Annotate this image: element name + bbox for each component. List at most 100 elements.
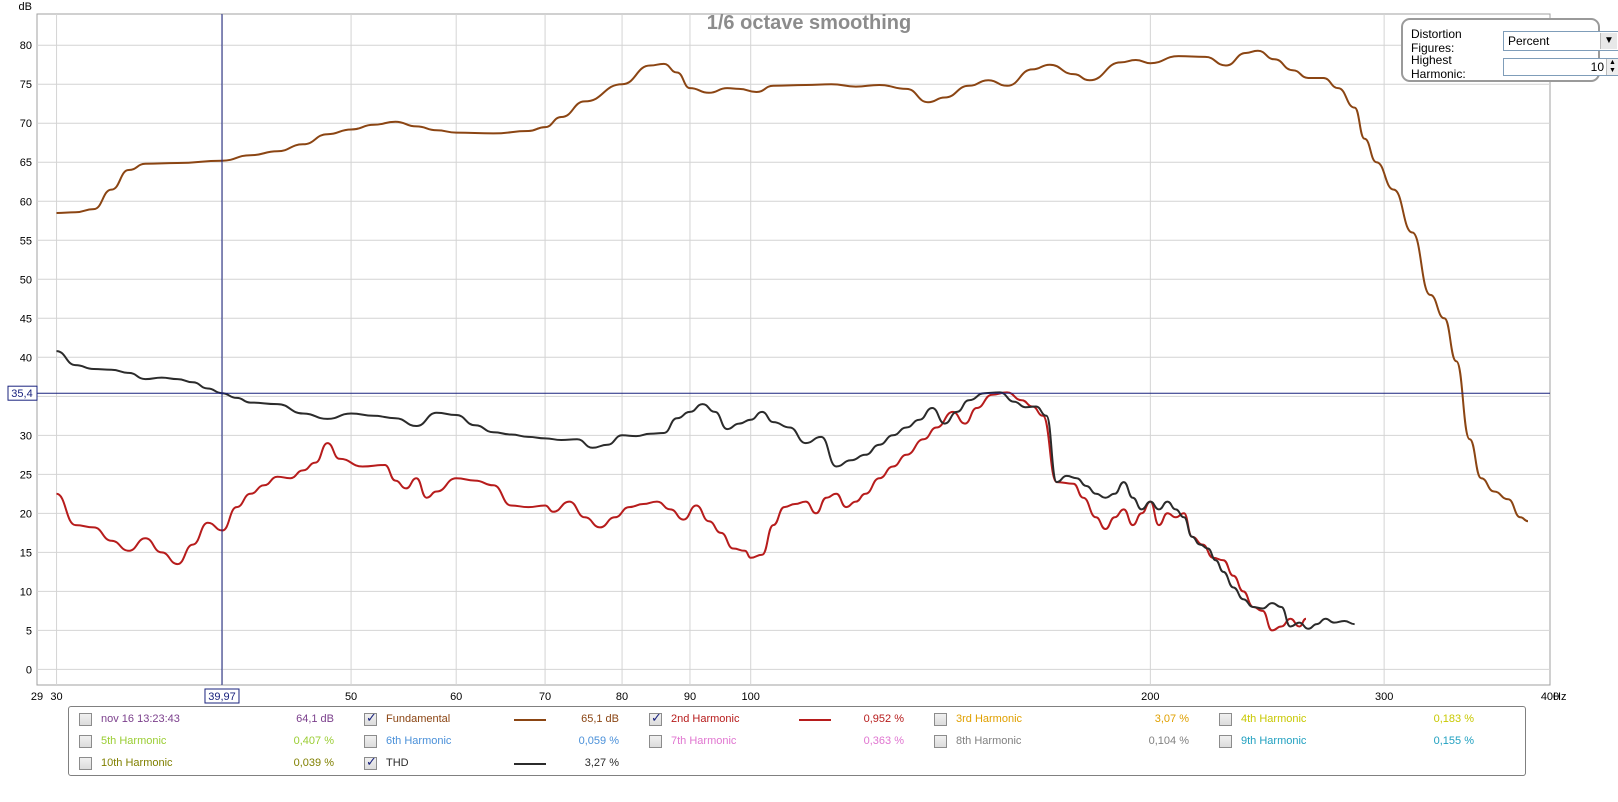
legend-line-swatch (514, 763, 546, 765)
x-tick-label: 30 (50, 691, 62, 703)
chart-grid (36, 13, 1551, 686)
y-tick-label: 70 (20, 118, 32, 130)
distortion-figures-select[interactable]: Percent ▼ (1503, 31, 1618, 51)
legend-name: 5th Harmonic (101, 735, 167, 747)
highest-harmonic-value: 10 (1590, 60, 1604, 74)
legend-name: 7th Harmonic (671, 735, 737, 747)
highest-harmonic-row: Highest Harmonic: 10 ▲ ▼ (1411, 53, 1618, 81)
legend-cursor-time[interactable]: nov 16 13:23:43 (79, 709, 180, 729)
cursor-x-label: 39,97 (208, 691, 236, 703)
distortion-figures-label: Distortion Figures: (1411, 27, 1462, 55)
legend-value: 0,183 % (1433, 713, 1474, 725)
x-tick-label: 100 (742, 691, 760, 703)
chart-series (56, 49, 1529, 632)
legend-line-swatch (799, 719, 831, 721)
series-thd (56, 350, 1355, 630)
legend-value: 65,1 dB (581, 713, 619, 725)
legend-checkbox[interactable] (364, 754, 377, 770)
legend-value: 3,27 % (584, 757, 619, 769)
cursor-y-label: 35,4 (11, 388, 32, 400)
legend-line-swatch (514, 719, 546, 721)
x-tick-label: 50 (345, 691, 357, 703)
plot-frame (36, 13, 1551, 686)
distortion-figures-value: Percent (1508, 34, 1550, 48)
legend-panel: nov 16 13:23:43 64,1 dB Fundamental 65,1 dB… (68, 706, 1526, 776)
legend-item-thd[interactable]: THD (364, 753, 409, 773)
legend-item-9th-harmonic[interactable]: 9th Harmonic (1219, 731, 1306, 751)
y-tick-label: 45 (20, 313, 32, 325)
legend-item-4th-harmonic[interactable]: 4th Harmonic (1219, 709, 1306, 729)
y-tick-label: 10 (20, 586, 32, 598)
y-tick-label: 80 (20, 40, 32, 52)
spinner-arrows-icon[interactable]: ▲ ▼ (1606, 59, 1618, 75)
chart-title: 1/6 octave smoothing (706, 12, 912, 34)
y-tick-label: 0 (26, 664, 32, 676)
y-tick-label: 40 (20, 352, 32, 364)
chevron-down-icon[interactable]: ▼ (1600, 33, 1617, 49)
legend-item-8th-harmonic[interactable]: 8th Harmonic (934, 731, 1021, 751)
y-axis-unit: dB (19, 1, 32, 13)
legend-checkbox[interactable] (934, 712, 947, 726)
legend-checkbox[interactable] (649, 710, 662, 726)
cursor-y-box (7, 385, 38, 401)
legend-item-5th-harmonic[interactable]: 5th Harmonic (79, 731, 166, 751)
y-tick-label: 30 (20, 430, 32, 442)
legend-name: 9th Harmonic (1241, 735, 1307, 747)
x-tick-label: 300 (1375, 691, 1393, 703)
y-tick-label: 75 (20, 79, 32, 91)
legend-value: 0,104 % (1148, 735, 1189, 747)
y-tick-label: 60 (20, 196, 32, 208)
cursor-x-box (204, 688, 240, 704)
highest-harmonic-label: Highest Harmonic: (1411, 53, 1466, 81)
x-tick-label: 90 (684, 691, 696, 703)
y-tick-label: 55 (20, 235, 32, 247)
legend-value: 0,952 % (863, 713, 904, 725)
x-axis-unit: Hz (1553, 691, 1566, 703)
legend-value: 3,07 % (1154, 713, 1189, 725)
x-tick-label: 80 (616, 691, 628, 703)
legend-value: 0,059 % (578, 735, 619, 747)
legend-checkbox[interactable] (934, 734, 947, 748)
legend-item-2nd-harmonic[interactable]: 2nd Harmonic (649, 709, 739, 729)
distortion-figures-row: Distortion Figures: Percent ▼ (1411, 27, 1618, 55)
legend-name: 6th Harmonic (386, 735, 452, 747)
legend-name: 8th Harmonic (956, 735, 1022, 747)
legend-checkbox[interactable] (79, 734, 92, 748)
y-tick-label: 20 (20, 508, 32, 520)
legend-checkbox[interactable] (1219, 734, 1232, 748)
y-tick-label: 15 (20, 547, 32, 559)
highest-harmonic-spinner[interactable]: 10 ▲ ▼ (1503, 58, 1618, 76)
distortion-controls: Distortion Figures: Percent ▼ Highest Ha… (1401, 18, 1618, 82)
series-2nd-harmonic (56, 391, 1307, 632)
legend-value: 0,363 % (863, 735, 904, 747)
legend-item-10th-harmonic[interactable]: 10th Harmonic (79, 753, 173, 773)
legend-name: THD (386, 757, 409, 769)
legend-checkbox[interactable] (79, 756, 92, 770)
legend-value: 0,039 % (293, 757, 334, 769)
y-tick-label: 65 (20, 157, 32, 169)
legend-item-3rd-harmonic[interactable]: 3rd Harmonic (934, 709, 1022, 729)
legend-name: 4th Harmonic (1241, 713, 1307, 725)
legend-item-6th-harmonic[interactable]: 6th Harmonic (364, 731, 451, 751)
legend-name: nov 16 13:23:43 (101, 713, 180, 725)
legend-checkbox[interactable] (79, 712, 92, 726)
x-tick-label: 70 (539, 691, 551, 703)
series-fundamental (56, 49, 1529, 523)
x-tick-label: 60 (450, 691, 462, 703)
x-tick-label: 400 (1541, 691, 1559, 703)
legend-checkbox[interactable] (364, 734, 377, 748)
legend-checkbox[interactable] (649, 734, 662, 748)
legend-value: 0,155 % (1433, 735, 1474, 747)
chart-cursor[interactable]: 39,97 35,4 (7, 14, 1550, 704)
y-tick-label: 50 (20, 274, 32, 286)
chart-axes: 05101520253035404550556065707580dB293040… (19, 1, 1567, 703)
legend-value: 64,1 dB (296, 713, 334, 725)
legend-value: 0,407 % (293, 735, 334, 747)
x-tick-label: 29 (31, 691, 43, 703)
y-tick-label: 25 (20, 469, 32, 481)
legend-item-7th-harmonic[interactable]: 7th Harmonic (649, 731, 736, 751)
legend-checkbox[interactable] (364, 710, 377, 726)
legend-item-fundamental[interactable]: Fundamental (364, 709, 450, 729)
legend-checkbox[interactable] (1219, 712, 1232, 726)
